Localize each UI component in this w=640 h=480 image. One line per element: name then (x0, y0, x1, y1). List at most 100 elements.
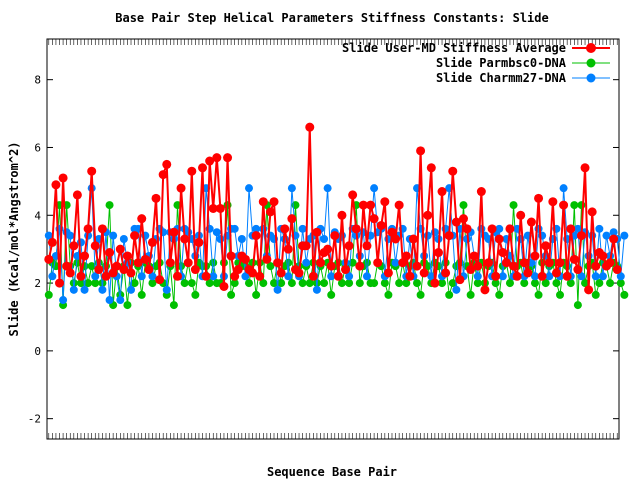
data-point (438, 279, 447, 288)
data-point (258, 197, 268, 207)
data-point (487, 224, 497, 234)
data-point (559, 184, 568, 193)
data-point (227, 290, 236, 299)
data-point (273, 258, 283, 268)
data-point (495, 224, 504, 233)
data-point (362, 241, 372, 251)
y-axis-ticks: -2 0 2 4 6 8 (28, 74, 619, 426)
data-point (348, 190, 358, 200)
data-point (548, 197, 558, 207)
data-point (287, 184, 296, 193)
data-point (76, 271, 86, 281)
data-point (216, 235, 225, 243)
data-point (341, 265, 351, 275)
data-point (495, 290, 504, 299)
data-point (530, 279, 539, 288)
data-point (287, 279, 296, 288)
data-point (183, 258, 193, 268)
data-point (66, 231, 75, 240)
data-point (587, 207, 597, 217)
data-point (187, 279, 196, 288)
data-point (501, 258, 511, 268)
data-point (423, 210, 433, 220)
data-point (265, 207, 275, 217)
data-point (327, 290, 336, 299)
data-point (326, 261, 336, 271)
data-point (330, 231, 340, 241)
data-point (133, 258, 143, 268)
data-point (223, 153, 233, 163)
data-point (591, 261, 601, 271)
data-point (512, 271, 522, 281)
data-point (570, 201, 579, 210)
data-point (244, 279, 253, 288)
data-point (115, 244, 125, 254)
data-point (370, 184, 379, 193)
data-point (569, 254, 579, 264)
data-point (337, 279, 346, 288)
data-point (419, 268, 429, 278)
data-point (573, 224, 582, 233)
data-point (119, 265, 129, 275)
data-point (226, 251, 236, 261)
data-point (362, 258, 371, 267)
data-point (137, 214, 147, 224)
data-point (233, 265, 243, 275)
data-point (401, 251, 411, 261)
data-point (473, 272, 482, 281)
data-point (383, 268, 393, 278)
data-point (269, 197, 279, 207)
data-point (441, 268, 451, 278)
data-point (209, 272, 218, 281)
y-tick-label: 6 (34, 141, 41, 154)
data-point (123, 301, 132, 310)
data-point (577, 272, 586, 281)
data-point (526, 217, 536, 227)
data-point (301, 241, 311, 251)
data-point (283, 244, 293, 254)
data-point (408, 234, 418, 244)
data-point (498, 272, 507, 281)
data-point (458, 214, 468, 224)
data-point (394, 200, 404, 210)
data-point (505, 279, 514, 288)
data-point (423, 231, 432, 240)
y-tick-label: 8 (34, 74, 41, 87)
data-point (130, 279, 139, 288)
y-tick-label: 2 (34, 277, 41, 290)
data-point (137, 272, 146, 281)
data-point (237, 235, 246, 243)
data-point (72, 190, 82, 200)
data-point (556, 290, 565, 299)
data-point (130, 231, 140, 241)
data-point (469, 251, 479, 261)
data-point (90, 241, 100, 251)
data-point (427, 272, 436, 281)
data-point (494, 234, 504, 244)
data-point (380, 197, 390, 207)
data-point (284, 258, 293, 267)
data-point (212, 153, 222, 163)
data-point (91, 279, 100, 288)
data-point (205, 156, 215, 166)
data-point (252, 224, 261, 233)
data-point (266, 262, 275, 271)
data-point (44, 290, 53, 299)
data-point (551, 268, 561, 278)
data-point (344, 241, 354, 251)
data-point (176, 183, 186, 193)
data-point (126, 268, 136, 278)
data-point (308, 271, 318, 281)
legend-marker (586, 43, 596, 53)
data-point (616, 279, 625, 288)
data-point (277, 279, 286, 288)
data-point (230, 224, 239, 233)
data-point (566, 279, 575, 288)
data-point (534, 193, 544, 203)
data-point (473, 279, 482, 288)
data-point (65, 268, 75, 278)
data-point (544, 258, 554, 268)
data-point (230, 279, 239, 288)
data-point (620, 231, 629, 240)
